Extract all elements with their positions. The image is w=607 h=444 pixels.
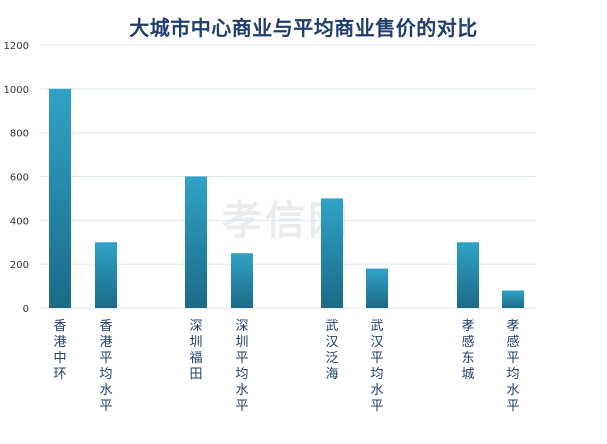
chart-title: 大城市中心商业与平均商业售价的对比: [129, 16, 478, 40]
y-tick-label: 0: [23, 304, 29, 315]
bar-5: [321, 198, 343, 308]
bars: [49, 88, 524, 308]
bar-6: [366, 268, 388, 308]
x-category-label: 香港中环: [53, 319, 66, 382]
x-category-label: 深圳福田: [189, 319, 202, 382]
x-category-label: 武汉泛海: [325, 319, 338, 382]
bar-4: [231, 253, 253, 308]
bar-3: [185, 176, 207, 308]
x-category-label: 孝感平均水平: [506, 319, 519, 414]
bar-7: [457, 242, 479, 308]
bar-8: [502, 290, 524, 308]
y-tick-label: 200: [10, 260, 29, 271]
y-tick-label: 1200: [4, 41, 29, 52]
bar-2: [95, 242, 117, 308]
x-category-label: 孝感东城: [461, 319, 474, 382]
gridlines: [40, 44, 536, 309]
y-tick-label: 800: [10, 129, 29, 140]
x-axis-labels: 香港中环 香港平均水平 深圳福田 深圳平均水平 武汉泛海 武汉平均水平 孝感东城 孝感平均水平: [53, 319, 519, 414]
y-axis: 0 200 400 600 800 1000 1200: [4, 41, 29, 315]
y-tick-label: 600: [10, 173, 29, 184]
x-category-label: 香港平均水平: [99, 319, 112, 414]
x-category-label: 武汉平均水平: [370, 319, 383, 414]
y-tick-label: 400: [10, 216, 29, 227]
bar-1: [49, 88, 71, 308]
y-tick-label: 1000: [4, 85, 29, 96]
x-category-label: 深圳平均水平: [235, 319, 248, 414]
